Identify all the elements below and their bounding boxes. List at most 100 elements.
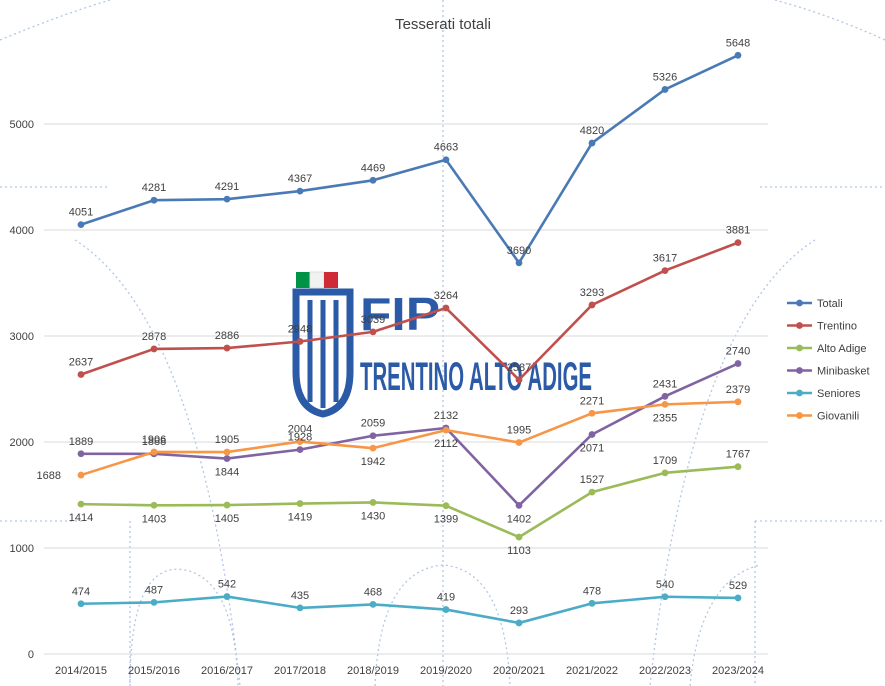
data-labels: 4051 4281 4291 4367 4469 4663 3690 4820 5326 5648… — [37, 37, 751, 617]
gridlines — [44, 123, 768, 655]
data-point — [223, 455, 231, 462]
legend-label: Alto Adige — [817, 343, 867, 355]
data-label: 1844 — [215, 467, 239, 479]
data-point — [588, 409, 596, 417]
data-label: 4663 — [434, 142, 458, 154]
data-point — [442, 304, 450, 312]
data-label: 529 — [729, 580, 747, 592]
series-minibasket — [77, 360, 742, 509]
data-label: 3881 — [726, 225, 750, 237]
data-label: 542 — [218, 579, 236, 591]
data-point — [223, 501, 231, 509]
data-label: 4291 — [215, 181, 239, 193]
data-point — [734, 398, 742, 406]
data-point — [661, 392, 669, 400]
x-tick-label: 2022/2023 — [639, 665, 691, 677]
x-tick-label: 2019/2020 — [420, 665, 472, 677]
data-point — [515, 533, 523, 541]
series-seniores — [77, 593, 742, 627]
decor-curve — [649, 239, 816, 686]
data-label: 419 — [437, 592, 455, 604]
x-tick-label: 2023/2024 — [712, 665, 764, 677]
data-label: 4469 — [361, 162, 385, 174]
data-point — [588, 488, 596, 496]
data-label: 3264 — [434, 290, 458, 302]
legend: Totali Trentino Alto Adige Minibasket Senior… — [787, 298, 870, 423]
data-point — [734, 239, 742, 247]
decor-curve — [0, 0, 111, 41]
data-label: 1767 — [726, 449, 750, 461]
data-label: 2132 — [434, 410, 458, 422]
legend-marker — [796, 412, 803, 419]
data-label: 1888 — [142, 436, 166, 448]
y-tick-label: 0 — [28, 649, 34, 661]
data-label: 2071 — [580, 442, 604, 454]
data-point — [77, 371, 85, 378]
data-point — [369, 328, 377, 336]
data-label: 2431 — [653, 378, 677, 390]
data-point — [515, 619, 523, 627]
data-label: 5648 — [726, 37, 750, 49]
flag-white — [309, 271, 325, 289]
data-point — [296, 187, 304, 195]
data-point — [734, 594, 742, 602]
legend-item: Totali — [787, 298, 843, 310]
data-label: 1942 — [361, 456, 385, 468]
data-label: 474 — [72, 586, 90, 598]
legend-item: Alto Adige — [787, 343, 867, 355]
x-tick-label: 2020/2021 — [493, 665, 545, 677]
data-label: 2637 — [69, 356, 93, 368]
series-line — [80, 54, 739, 265]
data-point — [661, 469, 669, 477]
data-point — [296, 446, 304, 454]
data-point — [150, 345, 158, 353]
y-tick-label: 4000 — [10, 225, 34, 237]
legend-marker — [796, 299, 803, 307]
series-line — [80, 400, 739, 477]
data-label: 1414 — [69, 512, 93, 524]
data-label: 2948 — [288, 324, 312, 336]
data-label: 1527 — [580, 474, 604, 486]
data-point — [734, 360, 742, 367]
series-line — [80, 241, 739, 382]
data-point — [661, 86, 669, 93]
data-point — [223, 448, 231, 456]
data-label: 2271 — [580, 395, 604, 407]
series-line — [80, 595, 739, 625]
data-label: 3039 — [361, 314, 385, 326]
data-point — [150, 598, 158, 606]
data-point — [661, 593, 669, 601]
series-group — [77, 51, 742, 627]
data-label: 2740 — [726, 346, 750, 358]
data-label: 2004 — [288, 424, 312, 436]
axes: 0 1000 2000 3000 4000 5000 2014/2015 2015/2016 2… — [10, 119, 764, 677]
data-point — [369, 600, 377, 608]
logo-region: TRENTINO ALTO ADIGE — [360, 355, 592, 399]
data-label: 2587 — [507, 362, 531, 374]
data-label: 1103 — [507, 545, 531, 557]
legend-label: Seniores — [817, 388, 861, 400]
data-point — [588, 301, 596, 309]
flag-red — [324, 272, 338, 288]
flag-green — [296, 272, 310, 288]
data-label: 1430 — [361, 510, 385, 522]
data-label: 478 — [583, 585, 601, 597]
data-point — [588, 431, 596, 438]
data-point — [588, 599, 596, 607]
legend-label: Giovanili — [817, 411, 859, 423]
data-point — [150, 501, 158, 509]
data-point — [223, 593, 231, 600]
data-point — [515, 376, 523, 384]
data-point — [223, 344, 231, 352]
data-label: 1889 — [69, 436, 93, 448]
data-point — [77, 500, 85, 508]
data-point — [296, 338, 304, 345]
x-tick-label: 2014/2015 — [55, 665, 107, 677]
data-label: 435 — [291, 590, 309, 602]
data-label: 2112 — [434, 438, 458, 450]
x-tick-label: 2016/2017 — [201, 665, 253, 677]
data-label: 5326 — [653, 71, 677, 83]
y-tick-label: 5000 — [10, 119, 34, 131]
x-tick-label: 2017/2018 — [274, 665, 326, 677]
data-label: 1419 — [288, 512, 312, 524]
